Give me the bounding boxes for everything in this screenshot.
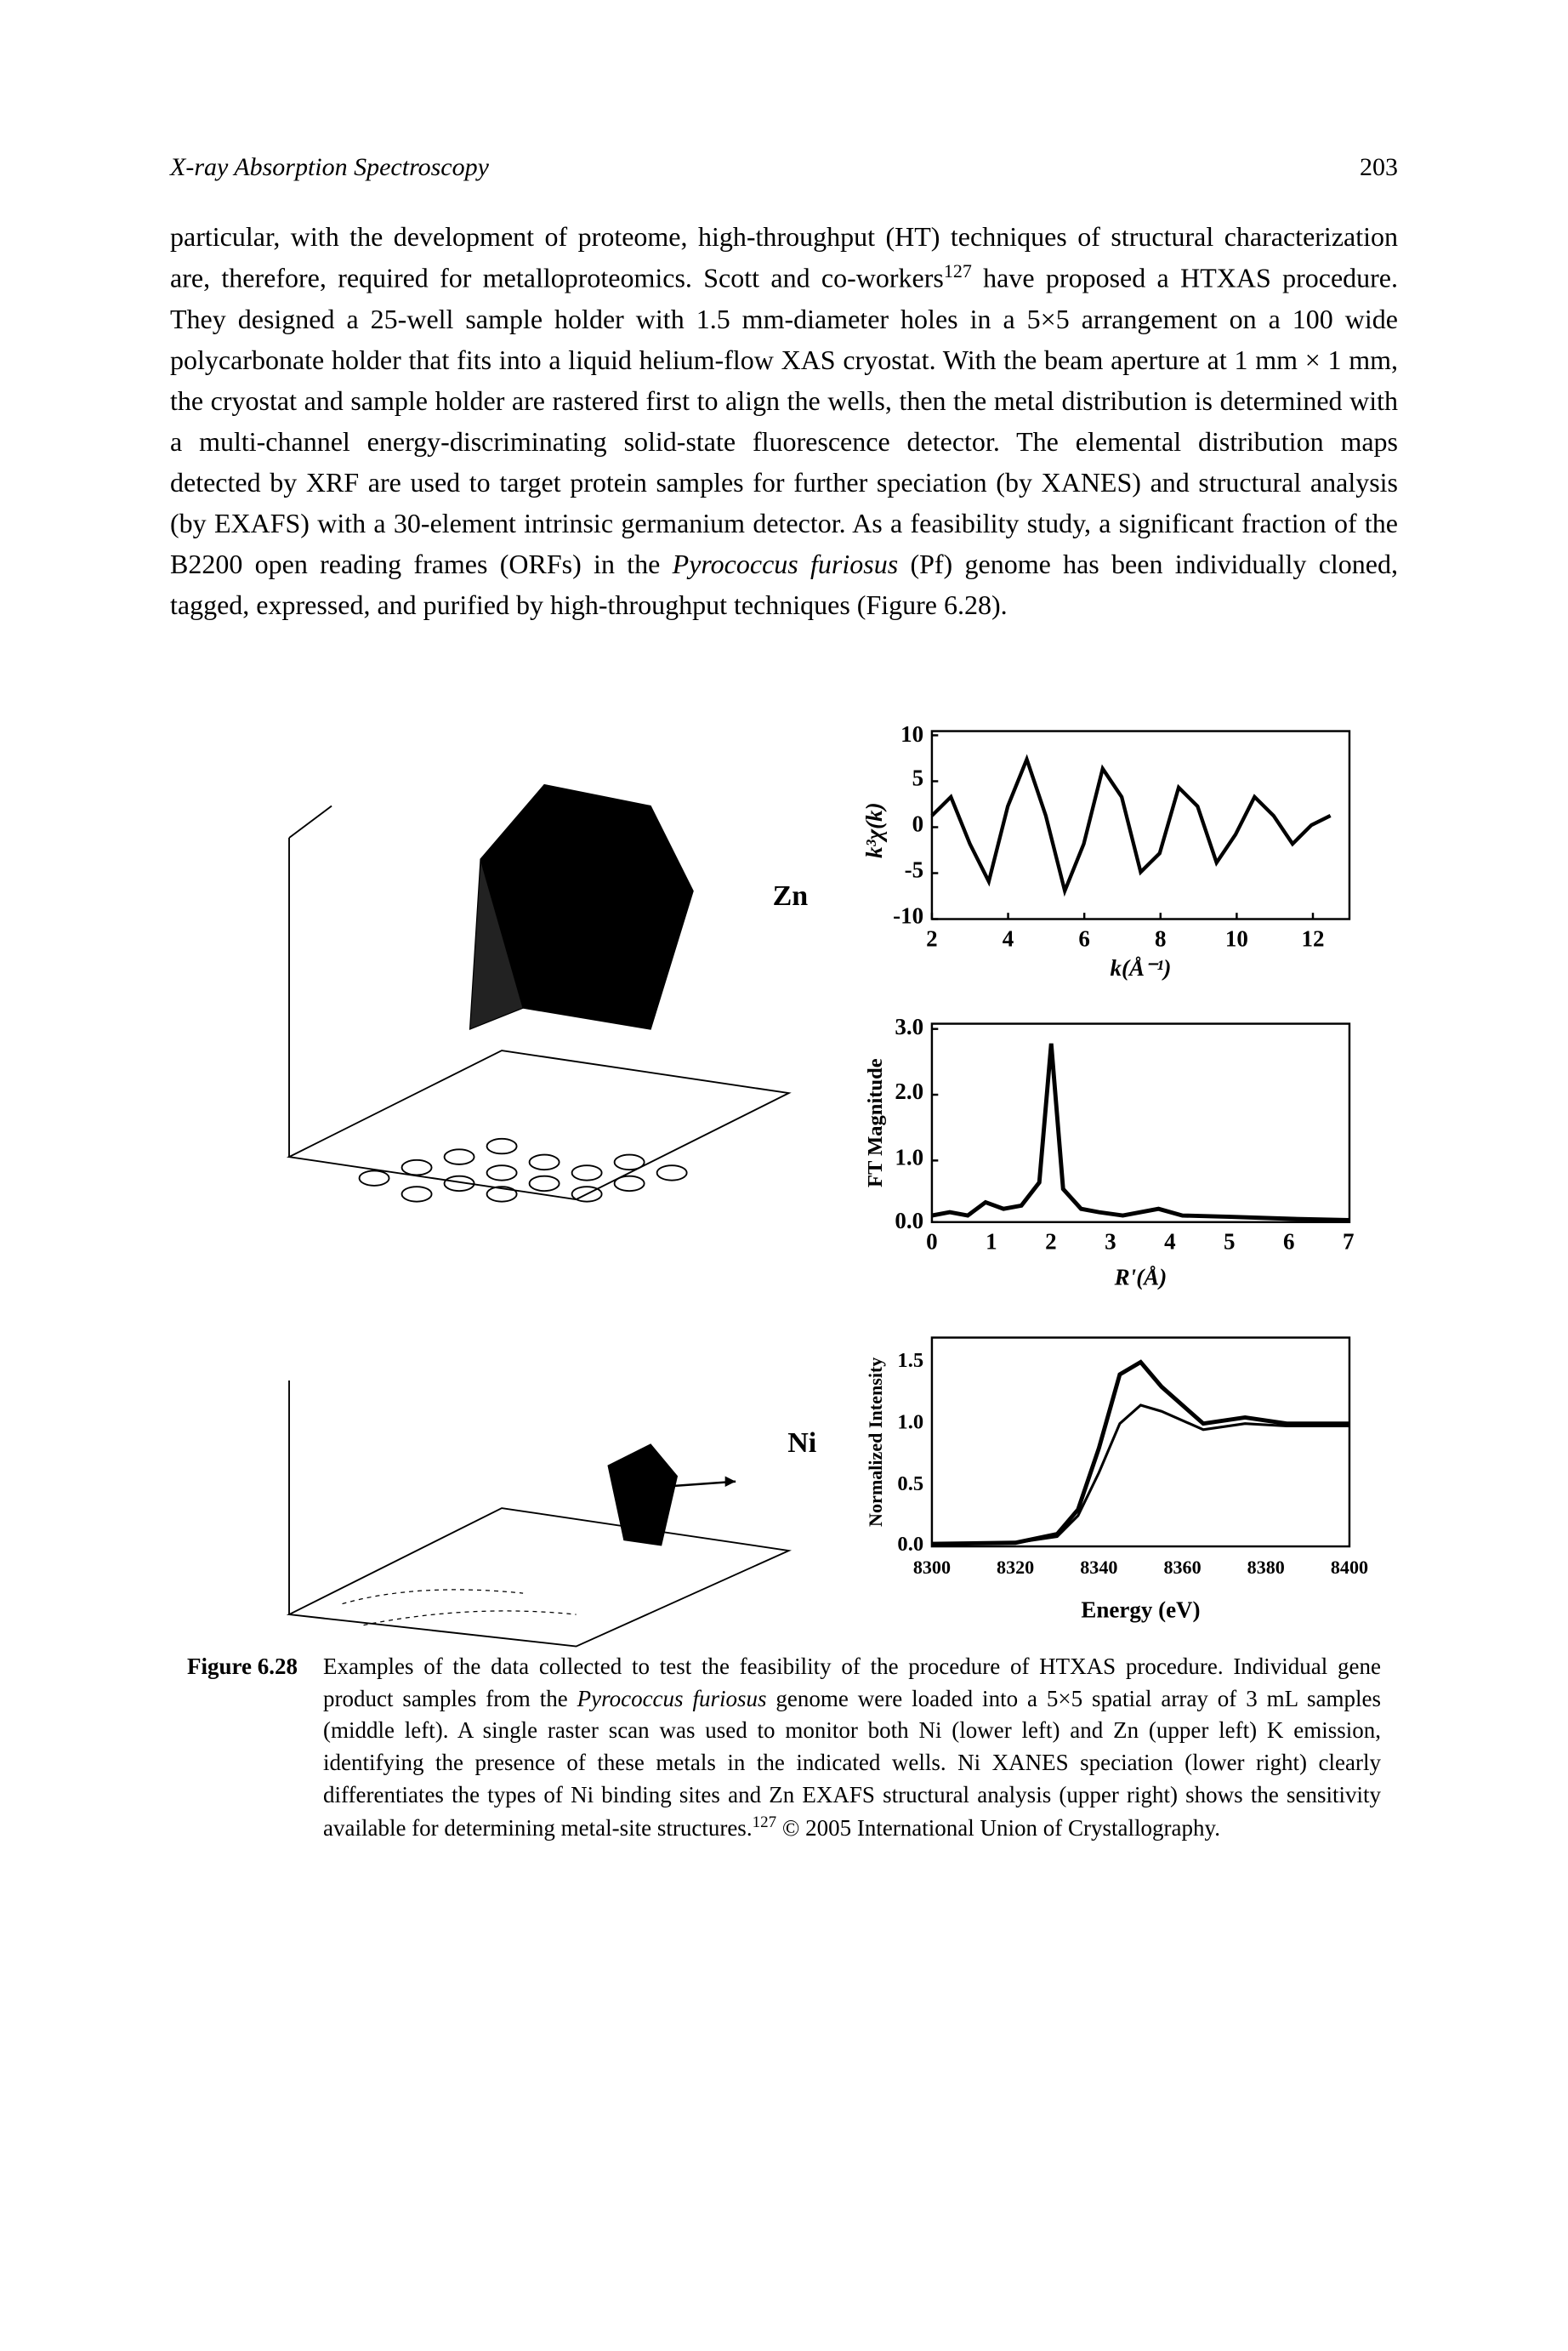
zn-3d-panel: Zn bbox=[204, 710, 842, 1119]
svg-text:4: 4 bbox=[1164, 1229, 1176, 1255]
svg-text:8320: 8320 bbox=[997, 1557, 1034, 1578]
xanes-chart: 1.5 1.0 0.5 0.0 8300 8320 8340 8360 8380… bbox=[859, 1317, 1381, 1630]
chapter-title: X-ray Absorption Spectroscopy bbox=[170, 153, 489, 182]
exafs-panel: 10 5 0 -5 -10 2 4 6 8 10 12 k³χ(k) k(Å⁻¹… bbox=[859, 710, 1381, 986]
svg-text:6: 6 bbox=[1283, 1229, 1295, 1255]
ft-panel: 3.0 2.0 1.0 0.0 0 1 2 3 4 5 6 7 FT Magni… bbox=[859, 1003, 1381, 1300]
svg-text:4: 4 bbox=[1003, 925, 1014, 951]
svg-text:-5: -5 bbox=[905, 857, 924, 882]
page-header: X-ray Absorption Spectroscopy 203 bbox=[170, 153, 1398, 182]
svg-text:8300: 8300 bbox=[913, 1557, 951, 1578]
xanes-panel: 1.5 1.0 0.5 0.0 8300 8320 8340 8360 8380… bbox=[859, 1317, 1381, 1634]
svg-text:12: 12 bbox=[1302, 925, 1325, 951]
exafs-ylabel: k³χ(k) bbox=[861, 802, 887, 858]
svg-text:1.0: 1.0 bbox=[898, 1410, 924, 1433]
ni-3d-panel: Ni bbox=[204, 1317, 842, 1589]
figure-caption: Figure 6.28 Examples of the data collect… bbox=[170, 1651, 1398, 1845]
figure-6-28: Zn bbox=[170, 693, 1398, 1845]
svg-text:1: 1 bbox=[986, 1229, 997, 1255]
svg-text:0.5: 0.5 bbox=[898, 1472, 924, 1494]
ft-ylabel: FT Magnitude bbox=[864, 1058, 887, 1187]
svg-text:3.0: 3.0 bbox=[895, 1014, 924, 1039]
figure-panels: Zn bbox=[170, 693, 1398, 1651]
caption-label: Figure 6.28 bbox=[187, 1651, 298, 1845]
reference-superscript: 127 bbox=[944, 260, 972, 282]
body-paragraph: particular, with the development of prot… bbox=[170, 216, 1398, 625]
svg-text:8360: 8360 bbox=[1164, 1557, 1202, 1578]
ft-xlabel: R'(Å) bbox=[1114, 1264, 1167, 1289]
caption-part: © 2005 International Union of Crystallog… bbox=[776, 1815, 1220, 1841]
svg-text:1.0: 1.0 bbox=[895, 1144, 924, 1170]
svg-text:3: 3 bbox=[1105, 1229, 1116, 1255]
caption-text: Examples of the data collected to test t… bbox=[323, 1651, 1381, 1845]
page-number: 203 bbox=[1360, 153, 1398, 182]
svg-text:8340: 8340 bbox=[1080, 1557, 1117, 1578]
svg-text:2.0: 2.0 bbox=[895, 1079, 924, 1104]
species-name: Pyrococcus furiosus bbox=[673, 549, 899, 579]
xanes-ylabel: Normalized Intensity bbox=[865, 1357, 886, 1526]
svg-text:0: 0 bbox=[926, 1229, 938, 1255]
svg-text:1.5: 1.5 bbox=[898, 1348, 924, 1371]
ft-chart: 3.0 2.0 1.0 0.0 0 1 2 3 4 5 6 7 FT Magni… bbox=[859, 1003, 1381, 1295]
svg-text:8: 8 bbox=[1155, 925, 1167, 951]
svg-text:0.0: 0.0 bbox=[898, 1533, 924, 1556]
svg-text:6: 6 bbox=[1079, 925, 1090, 951]
svg-text:8380: 8380 bbox=[1247, 1557, 1285, 1578]
body-text-part: have proposed a HTXAS procedure. They de… bbox=[170, 263, 1398, 579]
reference-superscript: 127 bbox=[753, 1813, 777, 1831]
svg-text:0.0: 0.0 bbox=[895, 1208, 924, 1233]
svg-text:10: 10 bbox=[1225, 925, 1248, 951]
ni-3d-surface bbox=[204, 1317, 842, 1657]
svg-text:2: 2 bbox=[926, 925, 937, 951]
svg-text:8400: 8400 bbox=[1331, 1557, 1368, 1578]
svg-text:0: 0 bbox=[912, 811, 924, 836]
ni-label: Ni bbox=[787, 1427, 816, 1460]
species-name: Pyrococcus furiosus bbox=[577, 1686, 767, 1711]
exafs-chart: 10 5 0 -5 -10 2 4 6 8 10 12 k³χ(k) k(Å⁻¹… bbox=[859, 710, 1381, 982]
svg-text:7: 7 bbox=[1343, 1229, 1355, 1255]
svg-text:5: 5 bbox=[1224, 1229, 1236, 1255]
exafs-xlabel: k(Å⁻¹) bbox=[1111, 954, 1172, 980]
svg-text:5: 5 bbox=[912, 765, 924, 790]
zn-3d-surface bbox=[204, 710, 842, 1221]
svg-text:10: 10 bbox=[900, 720, 923, 746]
zn-label: Zn bbox=[773, 880, 809, 913]
xanes-xlabel: Energy (eV) bbox=[1082, 1597, 1201, 1622]
svg-text:2: 2 bbox=[1045, 1229, 1057, 1255]
svg-text:-10: -10 bbox=[893, 902, 923, 928]
